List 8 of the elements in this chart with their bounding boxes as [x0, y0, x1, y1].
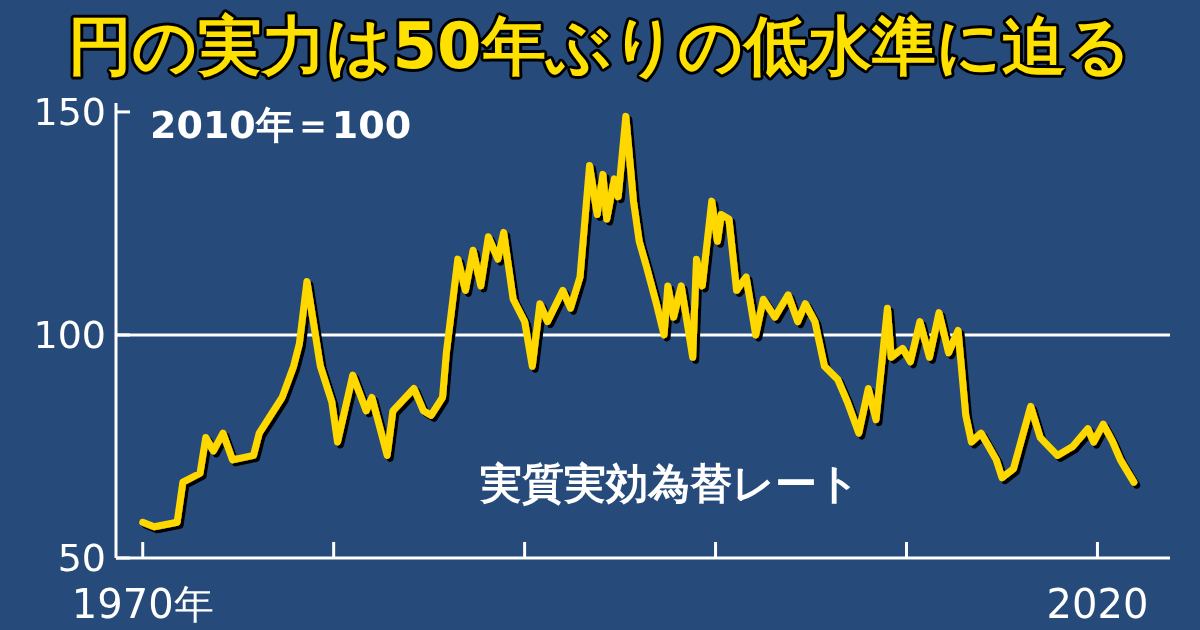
x-tick-label: 1970年: [71, 581, 214, 627]
y-tick-label: 100: [33, 312, 106, 357]
y-tick-label: 50: [57, 536, 106, 580]
x-tick-label: 2020: [1046, 581, 1149, 627]
y-tick-label: 150: [33, 89, 106, 134]
series-label: 実質実効為替レート: [479, 459, 860, 508]
chart-title: 円の実力は50年ぶりの低水準に迫る: [68, 9, 1132, 83]
annotation: 2010年＝100: [150, 103, 412, 147]
